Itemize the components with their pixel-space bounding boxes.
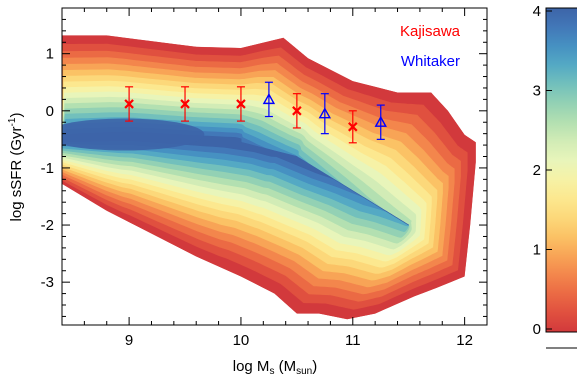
x-tick-label: 12 <box>456 332 473 349</box>
plot-area <box>62 35 476 320</box>
x-tick-label: 10 <box>233 332 250 349</box>
density-core <box>62 118 205 151</box>
colorbar-tick-label: 2 <box>533 162 541 179</box>
colorbar-tick-label: 1 <box>533 242 541 259</box>
marker-kajisawa <box>124 99 134 109</box>
colorbar-ticks: 0 1 2 3 4 <box>533 3 552 338</box>
y-tick-label: 1 <box>46 46 54 63</box>
x-axis-title: log Ms (Msun) <box>233 358 317 377</box>
marker-whitaker <box>374 115 387 127</box>
x-tick-label: 11 <box>345 332 361 349</box>
colorbar-tick-label: 4 <box>533 3 541 20</box>
legend-whitaker: Whitaker <box>401 53 460 70</box>
y-tick-label: -1 <box>41 160 54 177</box>
x-tick-label: 9 <box>125 332 133 349</box>
colorbar-tick-label: 3 <box>533 83 541 100</box>
colorbar: 0 1 2 3 4 <box>533 3 577 349</box>
marker-whitaker <box>262 92 276 105</box>
y-tick-label: 0 <box>46 103 54 120</box>
marker-kajisawa <box>180 99 190 109</box>
marker-kajisawa <box>348 122 358 132</box>
y-tick-label: -3 <box>41 274 54 291</box>
y-axis-ticks: 1 0 -1 -2 -3 <box>41 18 487 317</box>
y-axis-title: log sSFR (Gyr-1) <box>7 113 25 222</box>
marker-kajisawa <box>292 106 302 116</box>
y-tick-label: -2 <box>41 217 54 234</box>
data-markers <box>124 92 387 132</box>
x-axis-ticks: 9 10 11 12 <box>83 8 488 349</box>
marker-whitaker <box>318 107 332 119</box>
colorbar-tick-label: 0 <box>533 321 541 338</box>
legend-kajisawa: Kajisawa <box>400 23 461 40</box>
plot-frame <box>61 7 488 326</box>
density-field <box>62 35 476 320</box>
density-contours <box>62 35 476 320</box>
marker-kajisawa <box>236 99 246 109</box>
